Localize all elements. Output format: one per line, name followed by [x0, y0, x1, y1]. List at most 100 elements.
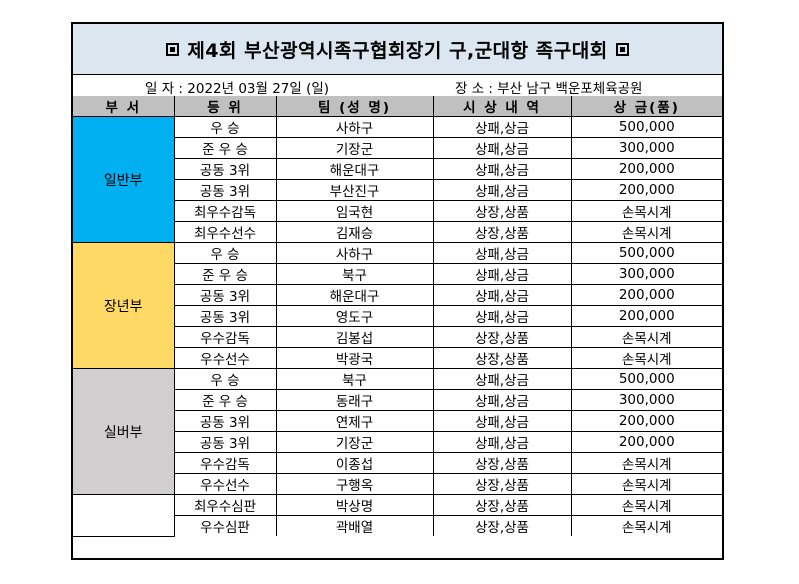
- prize-cell: 200,000: [570, 431, 722, 453]
- award-cell: 상장,상품: [432, 494, 572, 516]
- rank-cell: 공동 3위: [174, 431, 277, 453]
- column-header: 등 위: [173, 96, 277, 117]
- prize-cell: 손목시계: [570, 221, 722, 243]
- prize-cell: 300,000: [570, 137, 722, 159]
- prize-cell: 500,000: [570, 368, 722, 390]
- rank-cell: 공동 3위: [174, 179, 277, 201]
- team-cell: 동래구: [275, 389, 434, 411]
- division-cell: 실버부: [73, 368, 175, 495]
- title-text: 제4회 부산광역시족구협회장기 구,군대항 족구대회: [187, 39, 608, 62]
- table-row: 준 우 승 동래구 상패,상금 300,000: [73, 389, 722, 411]
- award-cell: 상패,상금: [432, 116, 572, 138]
- rank-cell: 우 승: [173, 116, 277, 138]
- event-date: 일 자 : 2022년 03월 27일 (일): [145, 81, 330, 97]
- square-bullet-icon: [615, 42, 629, 56]
- team-cell: 김재승: [275, 221, 434, 243]
- award-cell: 상패,상금: [432, 137, 572, 159]
- page-title: 제4회 부산광역시족구협회장기 구,군대항 족구대회: [73, 24, 722, 75]
- team-cell: 부산진구: [275, 179, 434, 201]
- award-cell: 상장,상품: [432, 452, 572, 474]
- rank-cell: 준 우 승: [174, 137, 277, 159]
- prize-cell: 200,000: [570, 410, 722, 432]
- table-row: 우수심판 곽배열 상장,상품 손목시계: [73, 515, 722, 536]
- rank-cell: 우수심판: [174, 515, 277, 536]
- rank-cell: 최우수심판: [173, 494, 277, 516]
- award-cell: 상패,상금: [432, 179, 572, 201]
- rank-cell: 우 승: [173, 242, 277, 264]
- table-row: 최우수심판 박상명 상장,상품 손목시계: [73, 494, 722, 537]
- team-cell: 김봉섭: [275, 326, 434, 348]
- team-cell: 해운대구: [275, 158, 434, 180]
- event-info-row: 일 자 : 2022년 03월 27일 (일) 장 소 : 부산 남구 백운포체…: [73, 74, 722, 97]
- award-cell: 상패,상금: [432, 242, 572, 264]
- award-cell: 상장,상품: [432, 473, 572, 495]
- rank-cell: 준 우 승: [174, 389, 277, 411]
- team-cell: 사하구: [275, 116, 434, 138]
- table-row: 우수선수 구행옥 상장,상품 손목시계: [73, 473, 722, 495]
- rank-cell: 우수선수: [174, 347, 277, 369]
- square-bullet-icon: [166, 42, 180, 56]
- award-cell: 상패,상금: [432, 389, 572, 411]
- column-header: 상 금(품): [570, 96, 722, 117]
- rank-cell: 우수감독: [174, 452, 277, 474]
- prize-cell: 손목시계: [570, 494, 722, 516]
- column-header: 팀 (성 명): [275, 96, 434, 117]
- prize-cell: 200,000: [570, 158, 722, 180]
- rank-cell: 공동 3위: [174, 305, 277, 327]
- award-cell: 상장,상품: [432, 221, 572, 243]
- team-cell: 곽배열: [275, 515, 434, 536]
- results-sheet: 제4회 부산광역시족구협회장기 구,군대항 족구대회 일 자 : 2022년 0…: [71, 22, 724, 560]
- rank-cell: 준 우 승: [174, 263, 277, 285]
- column-header: 시 상 내 역: [432, 96, 572, 117]
- award-cell: 상장,상품: [432, 200, 572, 222]
- rank-cell: 우수선수: [174, 473, 277, 495]
- table-row: 공동 3위 해운대구 상패,상금 200,000: [73, 158, 722, 180]
- prize-cell: 손목시계: [570, 452, 722, 474]
- rank-cell: 공동 3위: [174, 284, 277, 306]
- table-row: 실버부 우 승 북구 상패,상금 500,000: [73, 368, 722, 495]
- rank-cell: 공동 3위: [174, 158, 277, 180]
- award-cell: 상패,상금: [432, 368, 572, 390]
- rank-cell: 최우수선수: [174, 221, 277, 243]
- table-row: 공동 3위 영도구 상패,상금 200,000: [73, 305, 722, 327]
- table-row: 우수감독 이종섭 상장,상품 손목시계: [73, 452, 722, 474]
- division-cell: 장년부: [73, 242, 175, 369]
- table-row: 공동 3위 부산진구 상패,상금 200,000: [73, 179, 722, 201]
- team-cell: 해운대구: [275, 284, 434, 306]
- table-row: 공동 3위 연제구 상패,상금 200,000: [73, 410, 722, 432]
- award-cell: 상패,상금: [432, 431, 572, 453]
- division-cell: [73, 494, 175, 537]
- prize-cell: 500,000: [570, 242, 722, 264]
- prize-cell: 손목시계: [570, 200, 722, 222]
- award-cell: 상장,상품: [432, 326, 572, 348]
- team-cell: 박상명: [275, 494, 434, 516]
- event-place: 장 소 : 부산 남구 백운포체육공원: [455, 81, 643, 97]
- team-cell: 기장군: [275, 431, 434, 453]
- award-cell: 상장,상품: [432, 347, 572, 369]
- table-row: 우수감독 김봉섭 상장,상품 손목시계: [73, 326, 722, 348]
- prize-cell: 300,000: [570, 389, 722, 411]
- team-cell: 연제구: [275, 410, 434, 432]
- team-cell: 북구: [275, 368, 434, 390]
- team-cell: 사하구: [275, 242, 434, 264]
- prize-cell: 손목시계: [570, 515, 722, 536]
- team-cell: 영도구: [275, 305, 434, 327]
- award-cell: 상패,상금: [432, 158, 572, 180]
- table-row: 장년부 우 승 사하구 상패,상금 500,000: [73, 242, 722, 369]
- table-row: 공동 3위 해운대구 상패,상금 200,000: [73, 284, 722, 306]
- team-cell: 임국현: [275, 200, 434, 222]
- prize-cell: 손목시계: [570, 326, 722, 348]
- team-cell: 박광국: [275, 347, 434, 369]
- award-cell: 상장,상품: [432, 515, 572, 536]
- table-row: 우수선수 박광국 상장,상품 손목시계: [73, 347, 722, 369]
- table-row: 최우수선수 김재승 상장,상품 손목시계: [73, 221, 722, 243]
- division-cell: 일반부: [73, 116, 175, 243]
- rank-cell: 최우수감독: [174, 200, 277, 222]
- team-cell: 북구: [275, 263, 434, 285]
- table-row: 일반부 우 승 사하구 상패,상금 500,000: [73, 116, 722, 243]
- team-cell: 기장군: [275, 137, 434, 159]
- prize-cell: 손목시계: [570, 347, 722, 369]
- column-header: 부 서: [73, 96, 175, 117]
